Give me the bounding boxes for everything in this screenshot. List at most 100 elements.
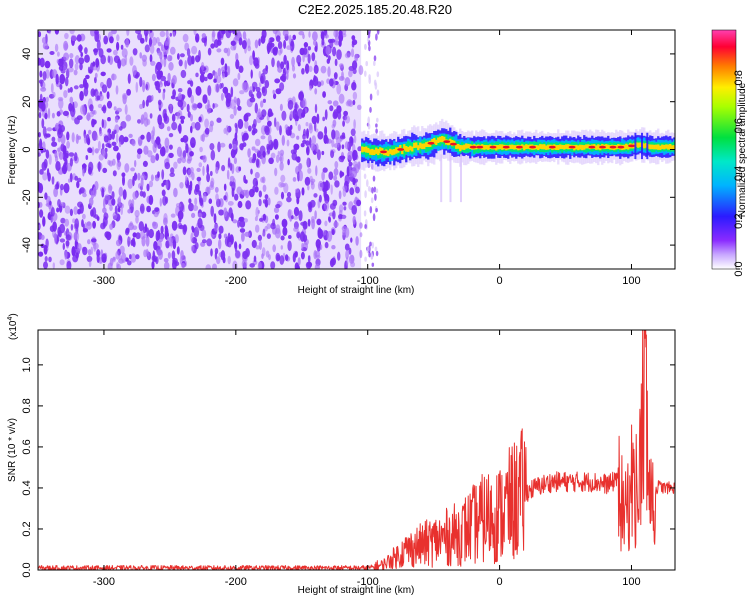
noise-speck — [351, 167, 358, 178]
signal-core — [547, 144, 550, 150]
noise-speck — [304, 63, 310, 74]
noise-speck — [201, 229, 207, 239]
noise-speck — [189, 184, 193, 192]
noise-speck — [208, 198, 213, 204]
noise-speck — [359, 249, 363, 259]
noise-speck — [107, 143, 112, 149]
noise-speck — [102, 207, 107, 214]
noise-speck — [245, 200, 252, 210]
signal-peak — [449, 142, 457, 146]
signal-core — [527, 144, 530, 149]
noise-speck — [314, 250, 321, 258]
noise-speck — [375, 33, 378, 41]
noise-speck — [238, 166, 242, 172]
noise-speck — [329, 78, 334, 87]
noise-speck — [74, 175, 78, 181]
noise-speck — [171, 250, 176, 260]
noise-speck — [252, 177, 258, 187]
noise-speck — [219, 83, 223, 90]
noise-speck — [197, 217, 203, 229]
y-tick-label: 40 — [21, 48, 33, 60]
noise-speck — [101, 118, 105, 128]
noise-speck — [350, 48, 355, 58]
noise-speck — [150, 155, 156, 164]
noise-speck — [318, 194, 322, 203]
x-tick-label: -100 — [357, 275, 379, 287]
noise-speck — [262, 232, 266, 237]
signal-trail — [440, 154, 443, 203]
noise-speck — [316, 149, 321, 161]
noise-speck — [256, 91, 262, 99]
noise-speck — [250, 168, 253, 175]
noise-speck — [206, 172, 211, 183]
noise-speck — [355, 236, 359, 246]
signal-peak — [609, 145, 617, 149]
noise-speck — [149, 30, 153, 33]
noise-speck — [69, 157, 73, 167]
noise-speck — [63, 183, 70, 194]
noise-speck — [125, 114, 132, 122]
noise-speck — [206, 164, 210, 175]
noise-speck — [39, 70, 43, 78]
noise-speck — [202, 155, 207, 163]
noise-speck — [69, 208, 73, 217]
noise-speck — [207, 72, 214, 80]
noise-speck — [115, 133, 119, 144]
noise-speck — [177, 124, 182, 132]
noise-speck — [367, 123, 371, 130]
noise-speck — [38, 152, 41, 157]
noise-speck — [237, 72, 241, 81]
noise-speck — [165, 240, 170, 249]
signal-core — [417, 145, 420, 151]
signal-core — [545, 145, 548, 150]
noise-speck — [117, 206, 121, 213]
signal-core — [463, 144, 466, 150]
x-tick-label: -200 — [225, 576, 247, 588]
noise-speck — [65, 234, 72, 241]
noise-speck — [43, 244, 48, 255]
signal-core — [373, 149, 376, 155]
noise-speck — [186, 48, 191, 57]
noise-speck — [142, 59, 147, 67]
noise-speck — [137, 32, 143, 41]
noise-speck — [50, 216, 54, 223]
noise-speck — [365, 61, 369, 67]
signal-core — [395, 147, 398, 154]
noise-speck — [232, 260, 238, 269]
noise-speck — [96, 39, 101, 51]
noise-speck — [112, 170, 117, 177]
noise-speck — [177, 99, 184, 108]
noise-speck — [74, 63, 79, 71]
noise-speck — [121, 172, 126, 178]
noise-speck — [204, 76, 208, 82]
signal-core — [393, 149, 396, 155]
signal-core — [365, 146, 368, 153]
noise-speck — [213, 213, 217, 224]
noise-speck — [287, 158, 290, 166]
noise-speck — [54, 43, 59, 52]
noise-speck — [322, 167, 328, 173]
noise-speck — [143, 249, 148, 258]
noise-speck — [241, 134, 246, 142]
noise-speck — [131, 198, 135, 207]
noise-speck — [97, 103, 103, 109]
noise-speck — [330, 184, 333, 195]
noise-speck — [367, 185, 371, 192]
noise-speck — [85, 74, 90, 80]
y-tick-label: 0.2 — [21, 521, 33, 536]
noise-speck — [316, 218, 322, 226]
noise-speck — [162, 195, 168, 206]
noise-speck — [73, 69, 78, 76]
noise-speck — [62, 65, 66, 73]
noise-speck — [113, 145, 119, 152]
noise-speck — [178, 217, 182, 223]
signal-core — [411, 146, 414, 152]
noise-speck — [311, 115, 318, 125]
snr-scale-exponent: 4 — [7, 317, 14, 321]
noise-speck — [164, 137, 170, 149]
noise-speck — [280, 61, 285, 70]
noise-speck — [364, 256, 367, 262]
y-tick-label: 1.0 — [21, 357, 33, 372]
noise-speck — [68, 178, 71, 183]
noise-speck — [223, 207, 228, 218]
